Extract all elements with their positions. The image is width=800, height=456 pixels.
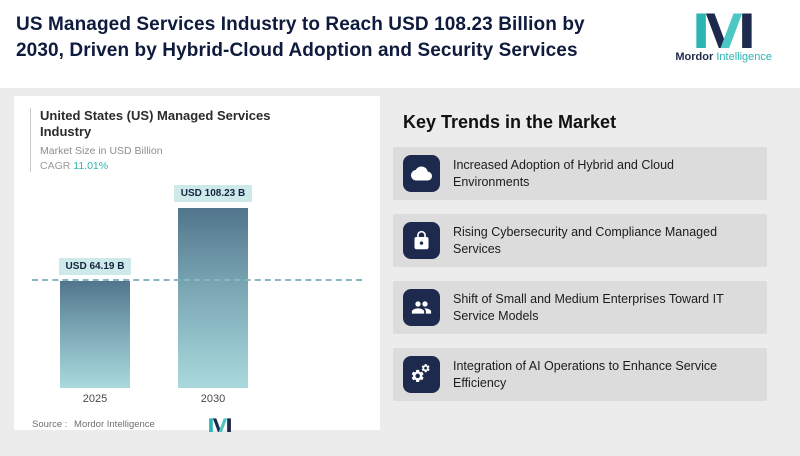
mordor-logo-small-icon	[208, 417, 231, 432]
gears-icon	[403, 356, 440, 393]
main-content: United States (US) Managed Services Indu…	[0, 88, 800, 456]
source-label: Source :	[32, 418, 68, 430]
bar-group-2025: USD 64.19 B	[58, 257, 132, 388]
x-axis: 2025 2030	[30, 393, 364, 405]
trend-row-sme-it: Shift of Small and Medium Enterprises To…	[393, 281, 767, 334]
trend-row-hybrid-cloud: Increased Adoption of Hybrid and Cloud E…	[393, 147, 767, 200]
chart-card: United States (US) Managed Services Indu…	[14, 96, 380, 432]
source-value: Mordor Intelligence	[74, 418, 155, 430]
source-text: Source : Mordor Intelligence	[32, 419, 155, 430]
cagr-value: 11.01%	[73, 159, 109, 172]
chart-title: United States (US) Managed Services Indu…	[40, 108, 271, 140]
cagr-label: CAGR	[40, 159, 71, 172]
brand-logo: Mordor Intelligence	[675, 10, 772, 63]
bar-2030	[178, 207, 248, 388]
x-axis-label-2030: 2030	[200, 392, 226, 405]
mordor-logo-icon	[696, 13, 752, 48]
bar-2025	[60, 280, 130, 388]
cagr-line: CAGR 11.01%	[40, 160, 364, 172]
trend-row-cybersecurity: Rising Cybersecurity and Compliance Mana…	[393, 214, 767, 267]
trend-text: Increased Adoption of Hybrid and Cloud E…	[453, 158, 674, 189]
bar-value-label-2025: USD 64.19 B	[58, 257, 132, 275]
bar-chart: USD 64.19 B USD 108.23 B	[30, 176, 364, 388]
reference-dashed-line	[32, 278, 362, 281]
x-axis-label-2025: 2025	[82, 392, 108, 405]
brand-name-secondary: Intelligence	[716, 51, 772, 63]
lock-icon	[403, 222, 440, 259]
trend-row-ai-operations: Integration of AI Operations to Enhance …	[393, 348, 767, 401]
chart-card-header: United States (US) Managed Services Indu…	[30, 108, 364, 172]
people-icon	[403, 289, 440, 326]
page-title: US Managed Services Industry to Reach US…	[16, 14, 585, 61]
trend-text: Shift of Small and Medium Enterprises To…	[453, 292, 724, 323]
trend-text: Integration of AI Operations to Enhance …	[453, 359, 718, 390]
brand-name-primary: Mordor	[675, 51, 714, 63]
header: US Managed Services Industry to Reach US…	[0, 0, 800, 88]
brand-wordmark: Mordor Intelligence	[675, 51, 772, 63]
key-trends-section: Key Trends in the Market Increased Adopt…	[393, 112, 767, 401]
chart-subtitle: Market Size in USD Billion	[40, 144, 163, 157]
trend-text: Rising Cybersecurity and Compliance Mana…	[453, 225, 718, 256]
source-row: Source : Mordor Intelligence	[30, 417, 364, 432]
bar-value-label-2030: USD 108.23 B	[173, 184, 253, 202]
cloud-icon	[403, 155, 440, 192]
bar-group-2030: USD 108.23 B	[173, 184, 253, 388]
key-trends-heading: Key Trends in the Market	[403, 112, 617, 132]
